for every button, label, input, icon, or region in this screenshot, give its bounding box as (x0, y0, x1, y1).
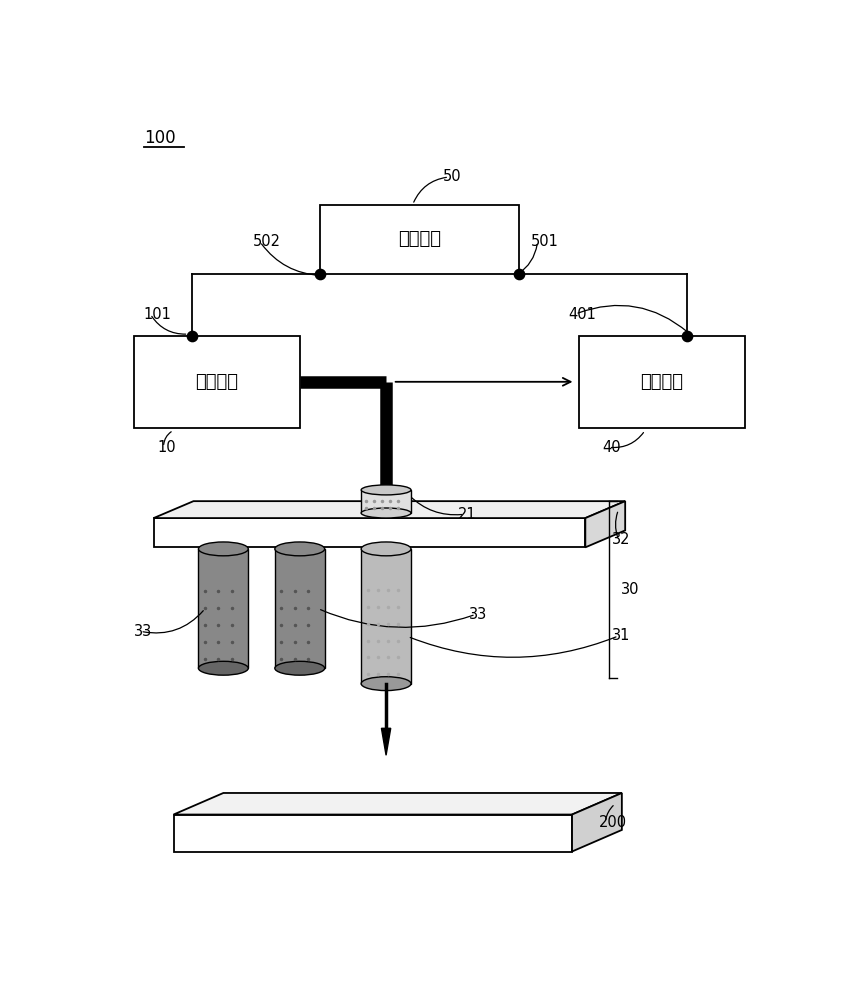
Text: 501: 501 (530, 234, 559, 249)
Polygon shape (275, 549, 325, 668)
Polygon shape (361, 490, 411, 513)
Ellipse shape (361, 542, 411, 556)
Ellipse shape (361, 677, 411, 691)
Text: 200: 200 (598, 815, 626, 830)
Polygon shape (153, 518, 585, 547)
Polygon shape (173, 815, 572, 852)
Text: 101: 101 (144, 307, 171, 322)
Text: 100: 100 (144, 129, 176, 147)
Polygon shape (381, 728, 391, 755)
Text: 激光模块: 激光模块 (195, 373, 238, 391)
Ellipse shape (275, 661, 325, 675)
Text: 31: 31 (612, 628, 630, 643)
Ellipse shape (361, 485, 411, 495)
Polygon shape (153, 501, 625, 518)
Point (512, 266, 526, 282)
Text: 10: 10 (157, 440, 176, 455)
Text: 21: 21 (458, 507, 476, 522)
Text: 33: 33 (469, 607, 488, 622)
Bar (578, 336, 745, 428)
Text: 30: 30 (620, 582, 639, 597)
Polygon shape (173, 793, 622, 815)
Polygon shape (572, 793, 622, 852)
Polygon shape (361, 549, 411, 684)
Text: 50: 50 (442, 169, 461, 184)
Text: 33: 33 (134, 624, 152, 639)
Polygon shape (585, 501, 625, 547)
Text: 40: 40 (602, 440, 620, 455)
Polygon shape (199, 549, 249, 668)
Ellipse shape (275, 542, 325, 556)
Text: 502: 502 (254, 234, 281, 249)
Ellipse shape (199, 661, 249, 675)
Point (313, 266, 327, 282)
Bar (320, 205, 519, 274)
Text: 摄像模块: 摄像模块 (640, 373, 683, 391)
Point (185, 328, 199, 344)
Text: 控制模块: 控制模块 (398, 230, 440, 248)
Bar (134, 336, 300, 428)
Ellipse shape (361, 508, 411, 518)
Point (680, 328, 693, 344)
Text: 401: 401 (569, 307, 596, 322)
Text: 32: 32 (612, 532, 631, 547)
Ellipse shape (199, 542, 249, 556)
